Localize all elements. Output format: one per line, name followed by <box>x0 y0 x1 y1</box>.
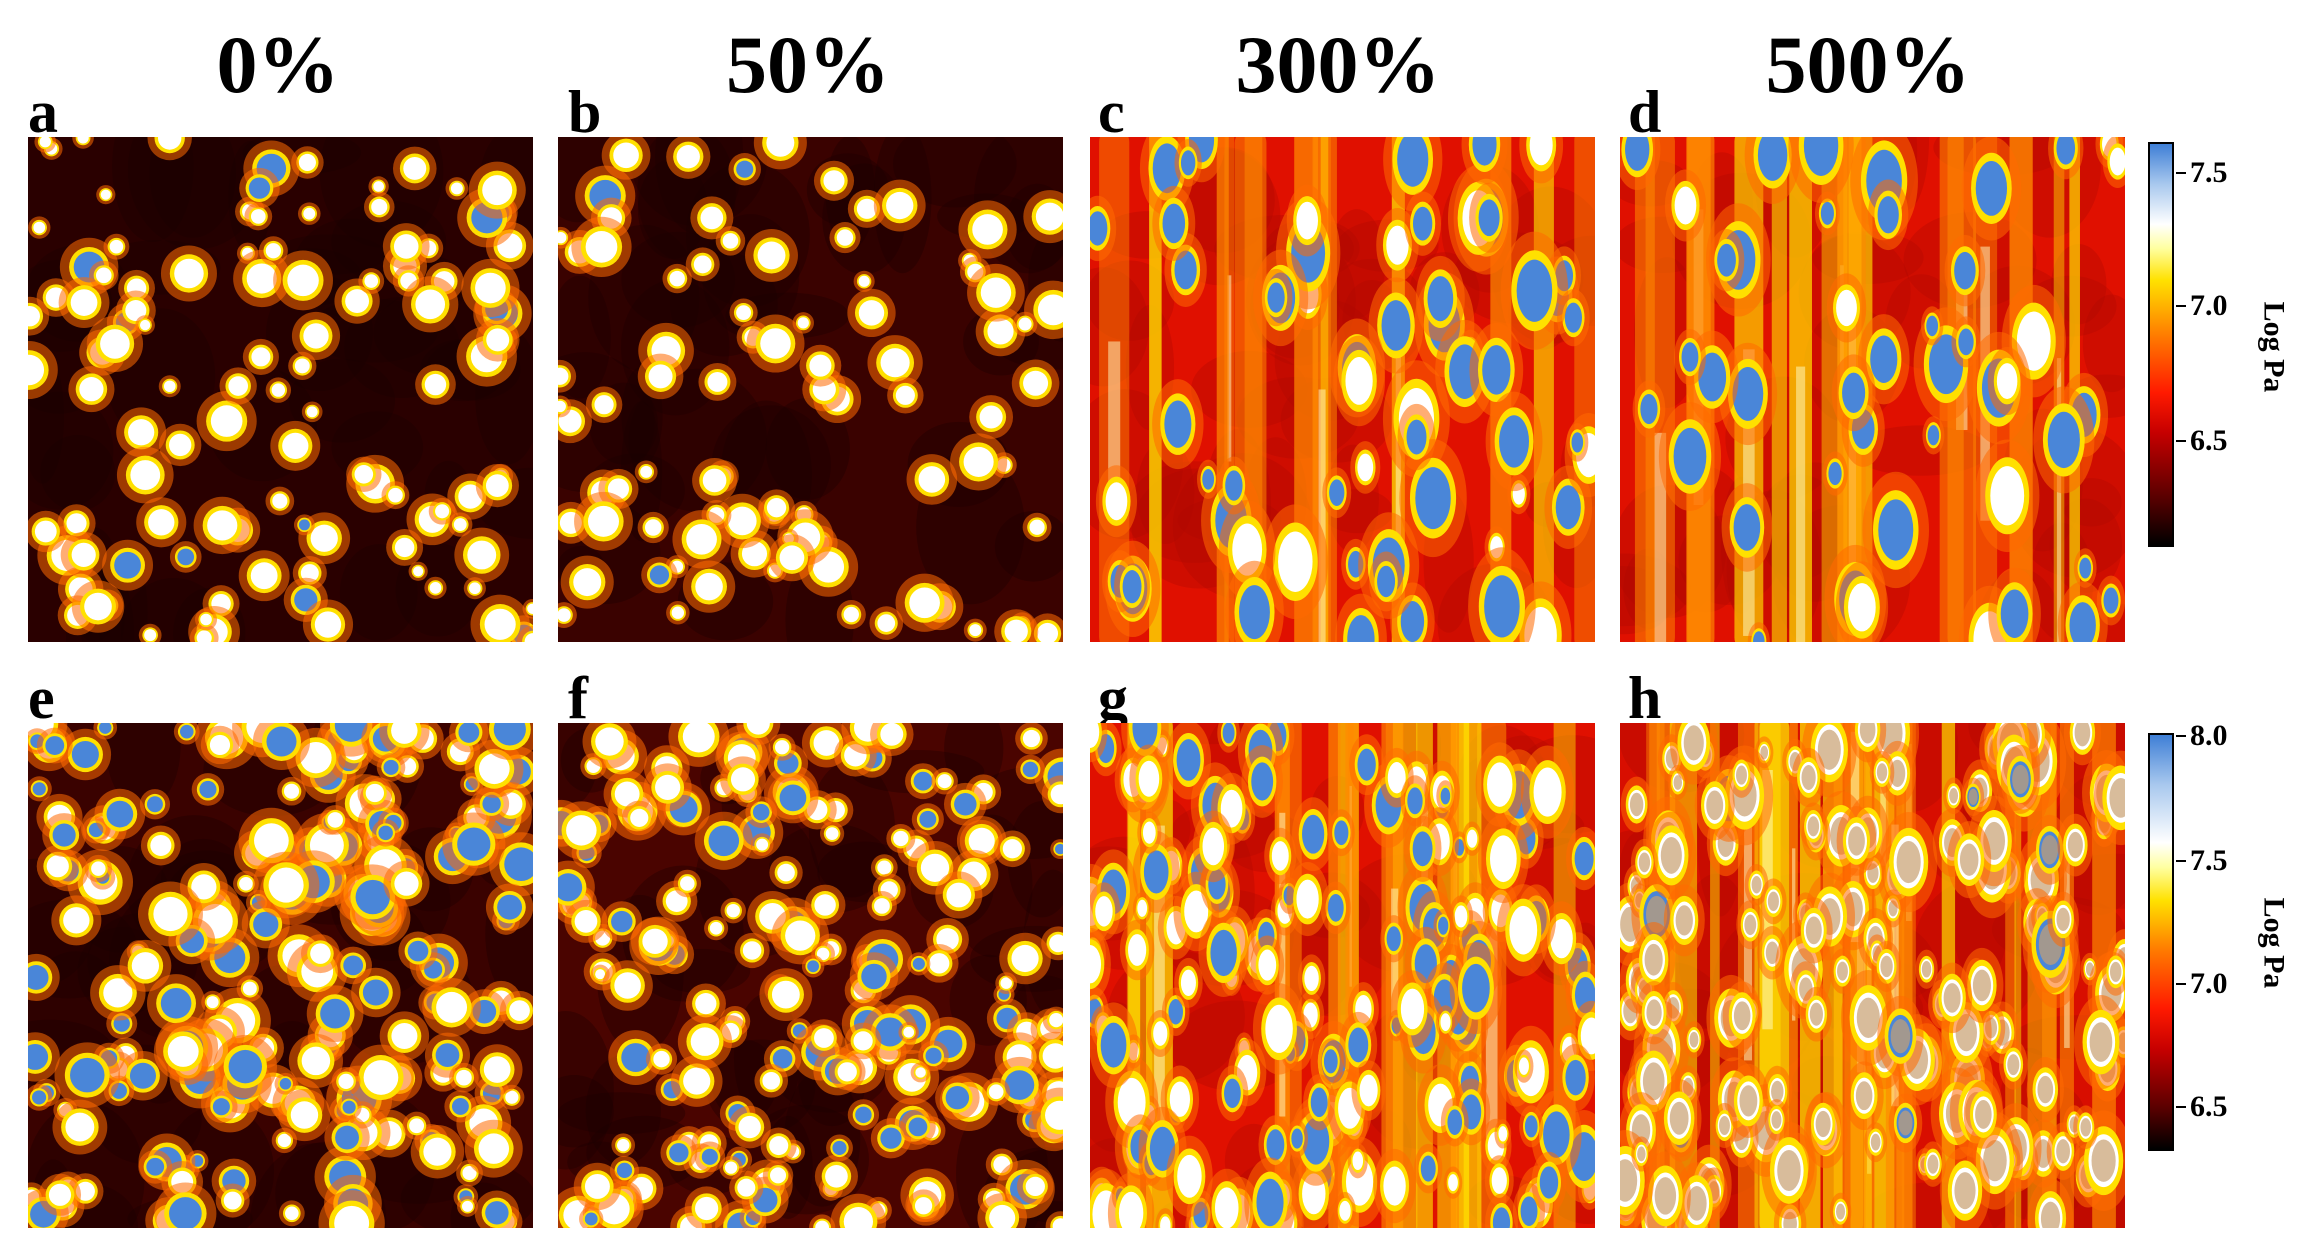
panel-label-e: e <box>28 665 55 731</box>
colorbar-bottom-tick-7-0 <box>2176 983 2186 985</box>
colorbar-bottom-tick-8-0 <box>2176 735 2186 737</box>
colorbar-top-label-7-5: 7.5 <box>2190 156 2228 189</box>
colorbar-bottom <box>2148 733 2174 1151</box>
panel-label-d: d <box>1628 79 1662 145</box>
modulus-map-h <box>1620 723 2125 1228</box>
column-heading-0: 0% <box>216 19 340 110</box>
column-heading-50: 50% <box>726 19 890 110</box>
colorbar-bottom-label-6-5: 6.5 <box>2190 1090 2228 1123</box>
colorbar-top <box>2148 142 2174 547</box>
colorbar-top-title: Log Pa <box>2257 301 2291 393</box>
image-panel-g <box>1090 723 1595 1228</box>
column-heading-500: 500% <box>1765 19 1971 110</box>
colorbar-bottom-title: Log Pa <box>2257 897 2291 989</box>
colorbar-bottom-tick-7-5 <box>2176 860 2186 862</box>
modulus-map-g <box>1090 723 1595 1228</box>
image-panel-e <box>28 723 533 1228</box>
modulus-map-b <box>558 137 1063 642</box>
colorbar-top-tick-7-5 <box>2176 172 2186 174</box>
image-panel-a <box>28 137 533 642</box>
panel-label-a: a <box>28 79 58 145</box>
panel-label-g: g <box>1098 665 1128 731</box>
colorbar-bottom-tick-6-5 <box>2176 1106 2186 1108</box>
panel-label-h: h <box>1628 665 1662 731</box>
modulus-map-e <box>28 723 533 1228</box>
modulus-map-f <box>558 723 1063 1228</box>
image-panel-h <box>1620 723 2125 1228</box>
panel-label-c: c <box>1098 79 1125 145</box>
image-panel-c <box>1090 137 1595 642</box>
modulus-map-c <box>1090 137 1595 642</box>
image-panel-b <box>558 137 1063 642</box>
panel-label-f: f <box>568 665 588 731</box>
colorbar-top-tick-7-0 <box>2176 305 2186 307</box>
colorbar-bottom-label-7-0: 7.0 <box>2190 967 2228 1000</box>
colorbar-top-label-7-0: 7.0 <box>2190 289 2228 322</box>
column-heading-300: 300% <box>1235 19 1441 110</box>
panel-label-b: b <box>568 79 602 145</box>
colorbar-top-tick-6-5 <box>2176 440 2186 442</box>
colorbar-bottom-label-7-5: 7.5 <box>2190 844 2228 877</box>
image-panel-d <box>1620 137 2125 642</box>
modulus-map-d <box>1620 137 2125 642</box>
modulus-map-a <box>28 137 533 642</box>
colorbar-bottom-label-8-0: 8.0 <box>2190 719 2228 752</box>
image-panel-f <box>558 723 1063 1228</box>
colorbar-top-label-6-5: 6.5 <box>2190 424 2228 457</box>
